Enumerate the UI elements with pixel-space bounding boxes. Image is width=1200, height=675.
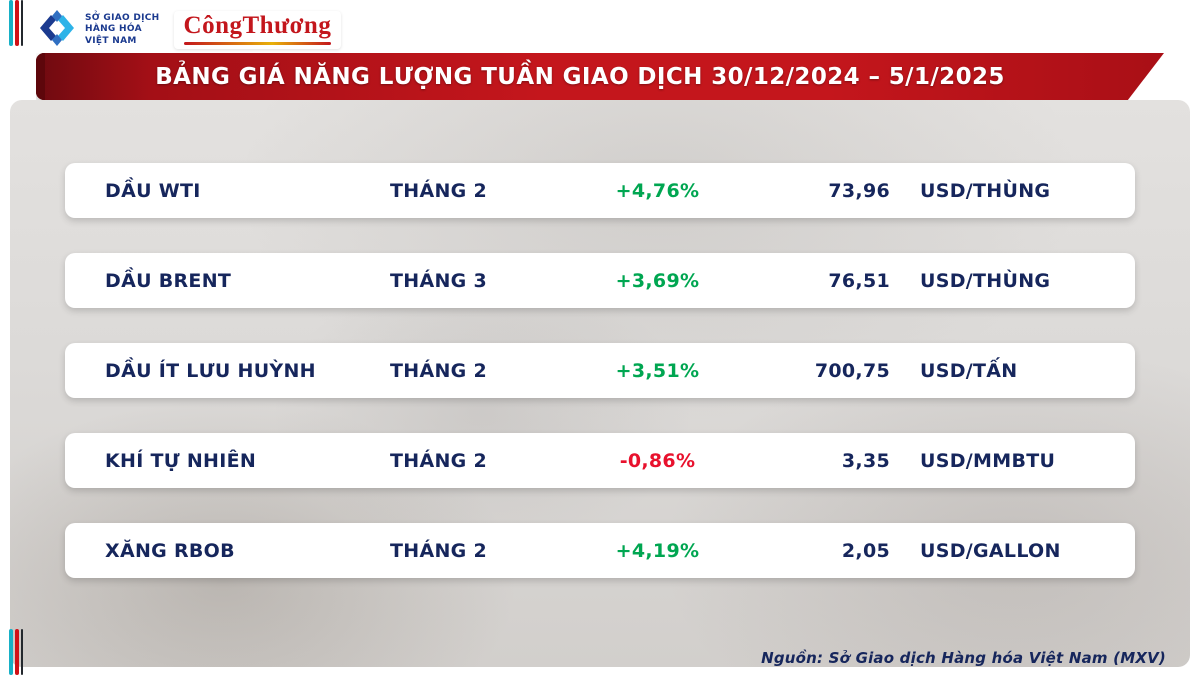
- commodity-name: DẦU BRENT: [105, 269, 232, 292]
- change-percent: +3,51%: [615, 359, 700, 382]
- corner-decoration-top-left: [9, 0, 23, 46]
- table-row: DẦU BRENT THÁNG 3 +3,69% 76,51 USD/THÙNG: [65, 253, 1135, 308]
- table-row: DẦU WTI THÁNG 2 +4,76% 73,96 USD/THÙNG: [65, 163, 1135, 218]
- price-value: 2,05: [841, 539, 890, 562]
- price-value: 700,75: [814, 359, 890, 382]
- change-percent: +4,19%: [615, 539, 700, 562]
- corner-decoration-bottom-left: [9, 629, 23, 675]
- congthuong-logo: CôngThương: [173, 11, 342, 49]
- table-row: DẦU ÍT LƯU HUỲNH THÁNG 2 +3,51% 700,75 U…: [65, 343, 1135, 398]
- price-unit: USD/THÙNG: [920, 269, 1051, 292]
- commodity-name: XĂNG RBOB: [105, 539, 235, 562]
- commodity-name: DẦU ÍT LƯU HUỲNH: [105, 359, 316, 382]
- price-unit: USD/GALLON: [920, 539, 1061, 562]
- change-percent: -0,86%: [619, 449, 696, 472]
- price-value: 3,35: [841, 449, 890, 472]
- header-logos: SỞ GIAO DỊCH HÀNG HÓA VIỆT NAM CôngThươn…: [36, 6, 342, 54]
- price-unit: USD/THÙNG: [920, 179, 1051, 202]
- price-table: DẦU WTI THÁNG 2 +4,76% 73,96 USD/THÙNG D…: [65, 163, 1135, 613]
- price-unit: USD/MMBTU: [920, 449, 1056, 472]
- contract-month: THÁNG 2: [390, 359, 487, 382]
- price-value: 73,96: [828, 179, 890, 202]
- change-percent: +3,69%: [615, 269, 700, 292]
- price-value: 76,51: [828, 269, 890, 292]
- congthuong-tagline-decoration: [183, 41, 332, 45]
- contract-month: THÁNG 2: [390, 449, 487, 472]
- price-unit: USD/TẤN: [920, 359, 1018, 382]
- contract-month: THÁNG 2: [390, 179, 487, 202]
- commodity-name: DẦU WTI: [105, 179, 201, 202]
- mxv-logo-text: SỞ GIAO DỊCH HÀNG HÓA VIỆT NAM: [85, 13, 160, 46]
- change-percent: +4,76%: [615, 179, 700, 202]
- source-attribution: Nguồn: Sở Giao dịch Hàng hóa Việt Nam (M…: [761, 649, 1166, 667]
- page-title: BẢNG GIÁ NĂNG LƯỢNG TUẦN GIAO DỊCH 30/12…: [155, 63, 1005, 90]
- mxv-diamond-icon: [36, 8, 78, 52]
- contract-month: THÁNG 2: [390, 539, 487, 562]
- mxv-logo: SỞ GIAO DỊCH HÀNG HÓA VIỆT NAM: [36, 8, 160, 52]
- title-banner: BẢNG GIÁ NĂNG LƯỢNG TUẦN GIAO DỊCH 30/12…: [36, 53, 1164, 100]
- contract-month: THÁNG 3: [390, 269, 487, 292]
- congthuong-logo-text: CôngThương: [183, 12, 332, 40]
- commodity-name: KHÍ TỰ NHIÊN: [105, 449, 257, 472]
- table-row: KHÍ TỰ NHIÊN THÁNG 2 -0,86% 3,35 USD/MMB…: [65, 433, 1135, 488]
- table-row: XĂNG RBOB THÁNG 2 +4,19% 2,05 USD/GALLON: [65, 523, 1135, 578]
